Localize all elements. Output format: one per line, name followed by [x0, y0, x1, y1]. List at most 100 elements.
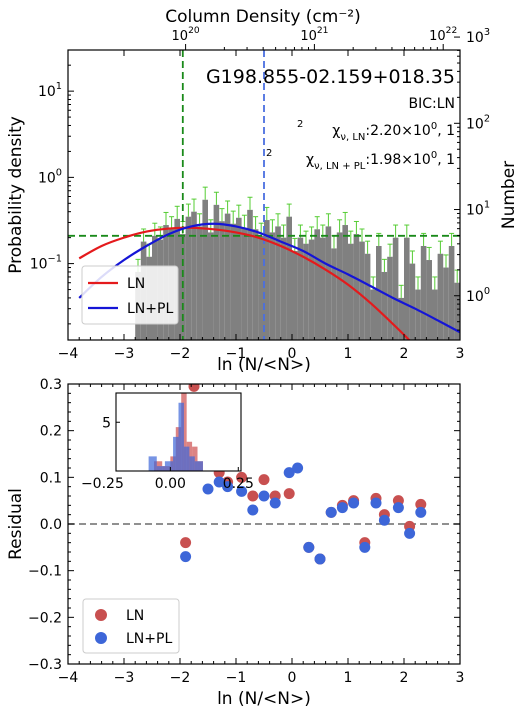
col-tick-label: 1022	[429, 26, 457, 44]
x-tick-label: −4	[58, 670, 79, 686]
chi-lnpl-tail: , 1	[437, 152, 455, 168]
hist-bar	[269, 232, 276, 340]
scatter-point	[180, 551, 192, 563]
y-tick-label: 0.2	[40, 424, 62, 440]
bottom-panel: −4 −3 −2 −1 0 1 2 3 −0.3 −0.2 −0.1 0.0 0.1 0.2 0.3 ln…	[6, 377, 464, 709]
x-tick-label: −2	[170, 346, 191, 362]
top-legend-box	[81, 265, 179, 325]
x-tick-label: 0	[288, 346, 297, 362]
top-panel: Column Density (cm⁻²) 1020 1021 1022 −4 −3 −…	[6, 7, 519, 375]
top-axis-label-text: Column Density (cm⁻²)	[165, 7, 361, 27]
top-ylabel-right: Number	[499, 161, 519, 229]
y-right-tick-label: 102	[466, 113, 490, 132]
inset-histogram: −0.25 0.00 0.25 5	[81, 392, 254, 492]
scatter-point	[404, 527, 416, 539]
scatter-point	[359, 541, 371, 553]
scatter-point	[202, 483, 214, 495]
hist-bar	[236, 217, 242, 340]
hist-bar	[376, 245, 382, 340]
y-tick-label: 101	[38, 81, 62, 100]
y-right-tick-label: 103	[466, 27, 490, 46]
inset-bar	[148, 456, 157, 471]
chi-ln-value: :2.20×10	[365, 123, 430, 139]
hist-bar	[353, 234, 360, 340]
chi-lnpl-sq: 2	[266, 148, 272, 159]
x-tick-label: −2	[170, 670, 191, 686]
chi-ln-exp: 0	[431, 121, 437, 132]
bottom-ylabel: Residual	[6, 488, 26, 560]
scatter-point	[378, 514, 390, 526]
hist-bar	[381, 271, 388, 340]
top-axis-ticks: 1020 1021 1022	[172, 26, 457, 50]
hist-bar	[314, 229, 320, 340]
hist-bar	[392, 237, 399, 340]
scatter-point	[325, 506, 337, 518]
x-tick-label: 1	[344, 670, 353, 686]
chi-ln-sub: ν, LN	[340, 132, 365, 143]
hist-bar	[286, 216, 292, 340]
hist-bar	[264, 220, 270, 340]
legend-lnpl-label: LN+PL	[127, 301, 173, 317]
hist-bar	[224, 213, 231, 340]
top-ylabel-left: Probability density	[6, 116, 26, 274]
hist-bar	[505, 257, 511, 340]
inset-bar	[183, 446, 190, 471]
inset-bar	[156, 466, 165, 471]
inset-ticks: −0.25 0.00 0.25 5	[81, 415, 254, 492]
hist-bar	[404, 237, 410, 340]
x-tick-label: 0	[288, 670, 297, 686]
scatter-point	[283, 488, 295, 500]
y-tick-label: 10−1	[30, 254, 62, 273]
scatter-point	[258, 474, 270, 486]
hist-bar	[280, 237, 287, 340]
hist-bar	[364, 253, 371, 340]
inset-x-tick-label: 0.25	[223, 476, 254, 492]
hist-bar	[230, 223, 236, 340]
inset-bar	[194, 461, 203, 471]
bottom-legend-ln-label: LN	[126, 608, 144, 624]
hist-bar	[241, 227, 248, 340]
scatter-point	[303, 541, 315, 553]
hist-bar	[494, 272, 500, 340]
scatter-point	[188, 384, 200, 392]
hist-bar	[252, 229, 259, 340]
chi-lnpl-value: :1.98×10	[365, 152, 430, 168]
hist-bar	[202, 199, 208, 340]
legend-lnpl-marker	[95, 632, 107, 644]
x-tick-label: −1	[226, 670, 247, 686]
inset-x-tick-label: −0.25	[81, 476, 124, 492]
bic-label: BIC:LN	[409, 96, 456, 112]
bottom-xlabel: ln (N/<N>)	[217, 689, 311, 709]
scatter-point	[314, 553, 326, 565]
scatter-point	[213, 476, 225, 488]
y-tick-label: −0.2	[28, 610, 62, 626]
bottom-legend: LN LN+PL	[82, 598, 180, 654]
x-tick-label: 2	[400, 346, 409, 362]
hist-bar	[275, 226, 281, 340]
y-right-tick-label: 100	[466, 286, 490, 305]
x-tick-label: −4	[58, 346, 79, 362]
inset-bar	[173, 436, 179, 471]
chi-lnpl-annotation: χν, LN + PL:1.98×100, 1	[306, 150, 455, 172]
hist-bar	[370, 289, 376, 340]
hist-bar	[325, 226, 332, 340]
scatter-point	[180, 537, 192, 549]
chart-title: G198.855-02.159+018.35	[206, 66, 455, 88]
hist-bar	[387, 256, 393, 340]
inset-frame	[115, 392, 242, 472]
hist-bar	[460, 238, 466, 340]
scatter-lnpl	[180, 462, 427, 565]
hist-bar	[448, 245, 455, 340]
scatter-point	[236, 471, 248, 483]
x-tick-label: −3	[114, 346, 135, 362]
scatter-point	[415, 506, 427, 518]
scatter-point	[258, 490, 270, 502]
hist-bar	[208, 232, 214, 340]
hist-bar	[426, 260, 432, 340]
inset-bar	[164, 461, 174, 471]
hist-bar	[292, 250, 298, 340]
scatter-point	[222, 481, 234, 493]
inset-bar	[178, 402, 184, 471]
hist-bar	[454, 282, 460, 340]
